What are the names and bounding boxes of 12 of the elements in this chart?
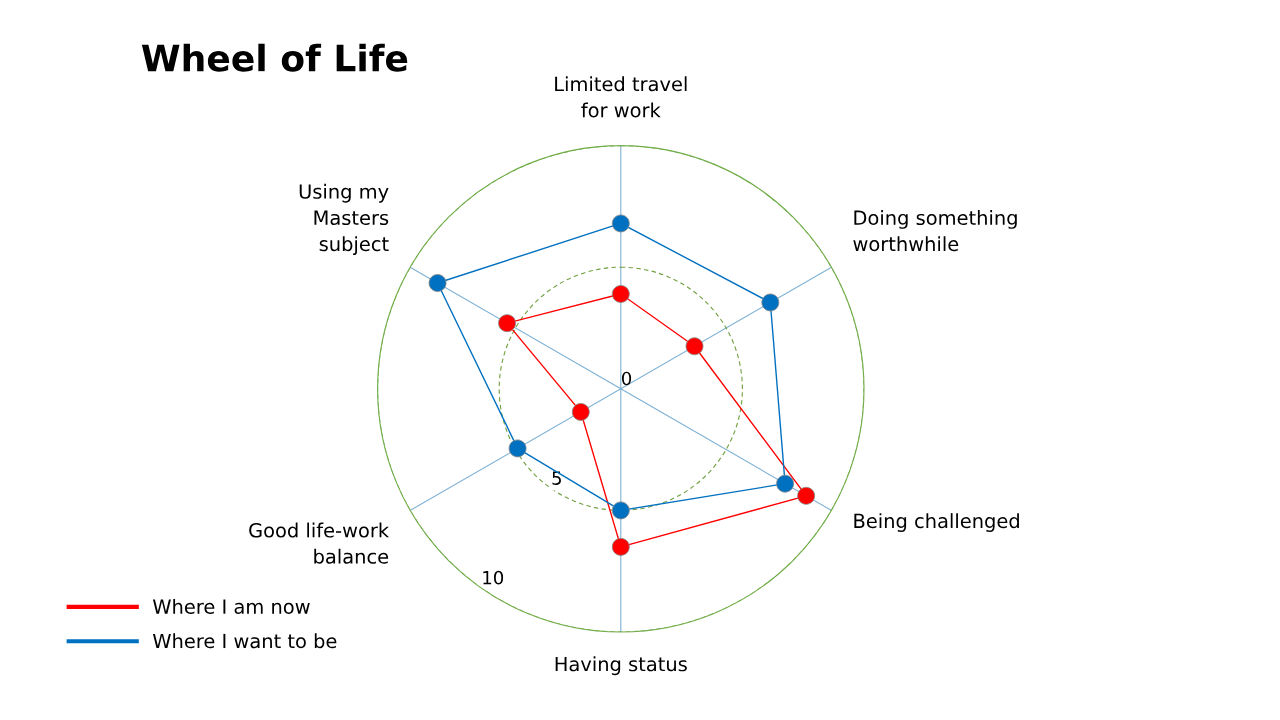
y-tick-label: 0 — [621, 371, 632, 386]
spoke-label: Limited travel for work — [555, 76, 687, 118]
spoke-label: Being challenged — [854, 513, 1019, 532]
spoke-label: Doing something worthwhile — [853, 210, 1017, 252]
legend-label: Where I want to be — [152, 633, 337, 649]
spoke-label: Using my Masters subject — [299, 183, 389, 256]
y-tick-label: 5 — [552, 471, 561, 485]
y-tick-label: 10 — [483, 570, 504, 585]
legend-label: Where I am now — [152, 598, 310, 614]
spoke-label: Having status — [555, 656, 687, 676]
spoke-label: Good life-work balance — [249, 522, 390, 564]
chart-title: Wheel of Life — [141, 43, 408, 72]
